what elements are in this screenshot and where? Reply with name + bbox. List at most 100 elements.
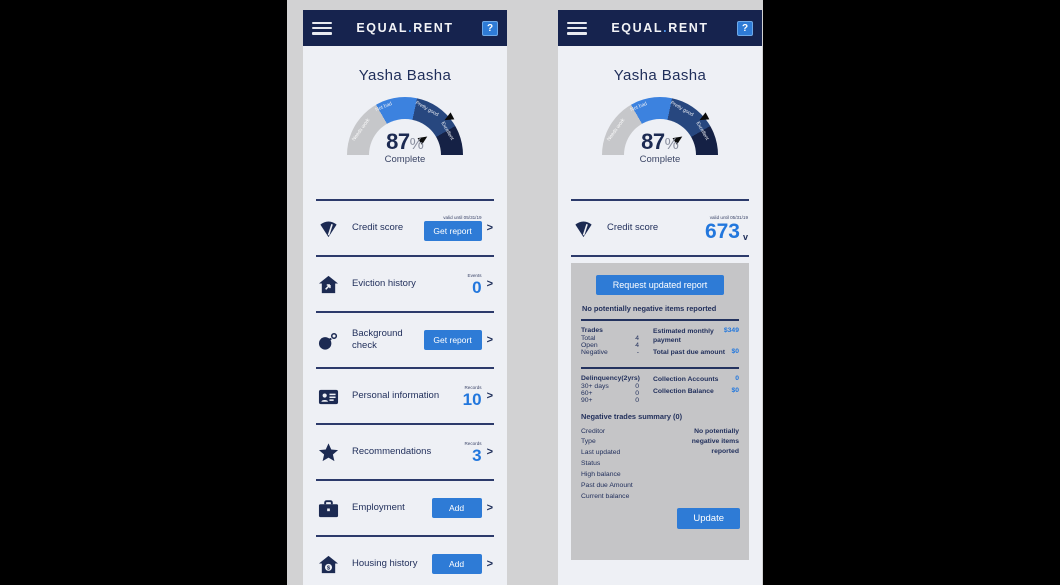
row-label: Eviction history — [352, 278, 416, 290]
credit-gauge-icon — [572, 218, 600, 239]
row-credit-score[interactable]: Credit score valid until 05/31/19 Get re… — [316, 201, 494, 257]
get-report-button[interactable]: Get report — [423, 221, 482, 241]
stat-value: $0 — [731, 348, 739, 356]
delinquency-row-label: 60+ — [581, 389, 593, 397]
row-credit-score-expanded[interactable]: Credit score valid until 05/31/19 673 v — [571, 201, 749, 257]
gauge-caption: Complete — [639, 154, 681, 165]
row-label: Background check — [352, 328, 403, 351]
row-label: Credit score — [352, 222, 404, 234]
trades-table: Trades Total 4 Open 4 Negative - — [581, 327, 653, 358]
panel-divider — [581, 366, 739, 369]
delinquency-section: Delinquency(2yrs) 30+ days 0 60+ 0 90+ 0 Co… — [581, 375, 739, 404]
row-background-check[interactable]: Background check Get report > — [316, 313, 494, 369]
credit-report-panel: Request updated report No potentially ne… — [571, 263, 749, 560]
creditor-field: Last updated — [581, 449, 621, 457]
gauge-caption: Complete — [384, 154, 426, 165]
trades-stats: Estimated monthly payment $349 Total past… — [653, 327, 739, 358]
gauge-arc — [347, 97, 463, 155]
creditor-section: Creditor Type Last updated Status High b… — [581, 427, 739, 503]
creditor-field: Creditor — [581, 427, 606, 435]
creditor-field: Status — [581, 460, 601, 468]
gauge-value: 87% Complete — [347, 129, 463, 165]
creditor-field: Current balance — [581, 492, 630, 500]
get-report-button[interactable]: Get report — [423, 330, 482, 350]
star-icon — [317, 442, 345, 463]
chevron-right-icon[interactable]: > — [486, 390, 493, 402]
add-button[interactable]: Add — [431, 498, 482, 518]
help-button[interactable]: ? — [482, 20, 498, 36]
completion-gauge: Needs work Not bad Pretty good Excellent… — [347, 97, 463, 185]
eviction-house-icon — [317, 274, 345, 295]
row-label: Personal information — [352, 390, 440, 402]
trades-row-value: 4 — [635, 335, 639, 342]
hamburger-menu-icon[interactable] — [567, 21, 587, 35]
recommendations-count: 3 — [472, 445, 482, 465]
chevron-right-icon[interactable]: > — [486, 334, 493, 346]
help-button[interactable]: ? — [737, 20, 753, 36]
delinquency-row-value: 0 — [635, 396, 639, 404]
app-header: EQUAL.RENT ? — [303, 10, 507, 46]
svg-text:$: $ — [327, 565, 331, 571]
row-label: Employment — [352, 502, 405, 514]
count-caption: Events — [467, 272, 482, 278]
delinquency-row-label: 90+ — [581, 396, 593, 404]
ball-chain-icon — [317, 330, 345, 351]
chevron-right-icon[interactable]: > — [486, 558, 493, 570]
chevron-right-icon[interactable]: > — [486, 446, 493, 458]
count-caption: Records — [464, 440, 482, 446]
trades-row-label: Open — [581, 342, 598, 349]
delinquency-row-label: 30+ days — [581, 382, 609, 390]
eviction-count: 0 — [472, 277, 482, 297]
app-title: EQUAL.RENT — [611, 21, 709, 35]
hamburger-menu-icon[interactable] — [312, 21, 332, 35]
id-card-icon — [317, 386, 345, 407]
request-updated-report-button[interactable]: Request updated report — [596, 275, 724, 295]
stat-value: $0 — [731, 386, 739, 394]
credit-gauge-icon — [317, 218, 345, 239]
profile-section-list: Credit score valid until 05/31/19 Get re… — [316, 199, 494, 585]
add-button[interactable]: Add — [431, 554, 482, 574]
delinquency-table: Delinquency(2yrs) 30+ days 0 60+ 0 90+ 0 — [581, 375, 653, 404]
row-label: Housing history — [352, 558, 418, 570]
no-negative-items-note: No potentially negative items reported — [582, 304, 717, 313]
chevron-right-icon[interactable]: > — [486, 222, 493, 234]
trades-title: Trades — [581, 327, 603, 334]
chevron-down-icon[interactable]: v — [742, 231, 748, 242]
valid-until-note: valid until 05/31/19 — [443, 215, 482, 220]
gauge-value: 87% Complete — [602, 129, 718, 165]
profile-section-list: Credit score valid until 05/31/19 673 v — [571, 199, 749, 257]
stat-label: Estimated monthly payment — [653, 328, 714, 345]
valid-until-note: valid until 05/31/19 — [709, 214, 748, 220]
update-button[interactable]: Update — [677, 507, 740, 529]
profile-name: Yasha Basha — [358, 67, 452, 84]
creditor-field: Type — [581, 438, 596, 446]
row-recommendations[interactable]: Recommendations Records 3 > — [316, 425, 494, 481]
row-housing-history[interactable]: $ Housing history Add > — [316, 537, 494, 585]
count-caption: Records — [464, 384, 482, 390]
stat-label: Total past due amount — [653, 349, 725, 357]
trades-row-value: 4 — [635, 342, 639, 349]
chevron-right-icon[interactable]: > — [486, 278, 493, 290]
delinquency-stats: Collection Accounts 0 Collection Balance $… — [653, 375, 739, 404]
creditor-fields: Creditor Type Last updated Status High b… — [581, 427, 675, 503]
row-eviction-history[interactable]: Eviction history Events 0 > — [316, 257, 494, 313]
stat-label: Collection Accounts — [653, 375, 719, 383]
panel-divider — [581, 319, 739, 321]
briefcase-icon — [317, 498, 345, 519]
app-title: EQUAL.RENT — [356, 21, 454, 35]
row-label: Recommendations — [352, 446, 432, 458]
row-personal-information[interactable]: Personal information Records 10 > — [316, 369, 494, 425]
phone-screen-left: EQUAL.RENT ? Yasha Basha Needs work Not … — [303, 10, 507, 585]
creditor-field: Past due Amount — [581, 481, 633, 489]
row-employment[interactable]: Employment Add > — [316, 481, 494, 537]
gauge-arc — [602, 97, 718, 155]
delinquency-title: Delinquency(2yrs) — [581, 374, 640, 382]
row-label: Credit score — [607, 222, 659, 234]
app-header: EQUAL.RENT ? — [558, 10, 762, 46]
chevron-right-icon[interactable]: > — [486, 502, 493, 514]
stat-value: $349 — [723, 327, 739, 334]
personal-count: 10 — [462, 389, 482, 409]
creditor-field: High balance — [581, 471, 621, 479]
completion-gauge: Needs work Not bad Pretty good Excellent… — [602, 97, 718, 185]
